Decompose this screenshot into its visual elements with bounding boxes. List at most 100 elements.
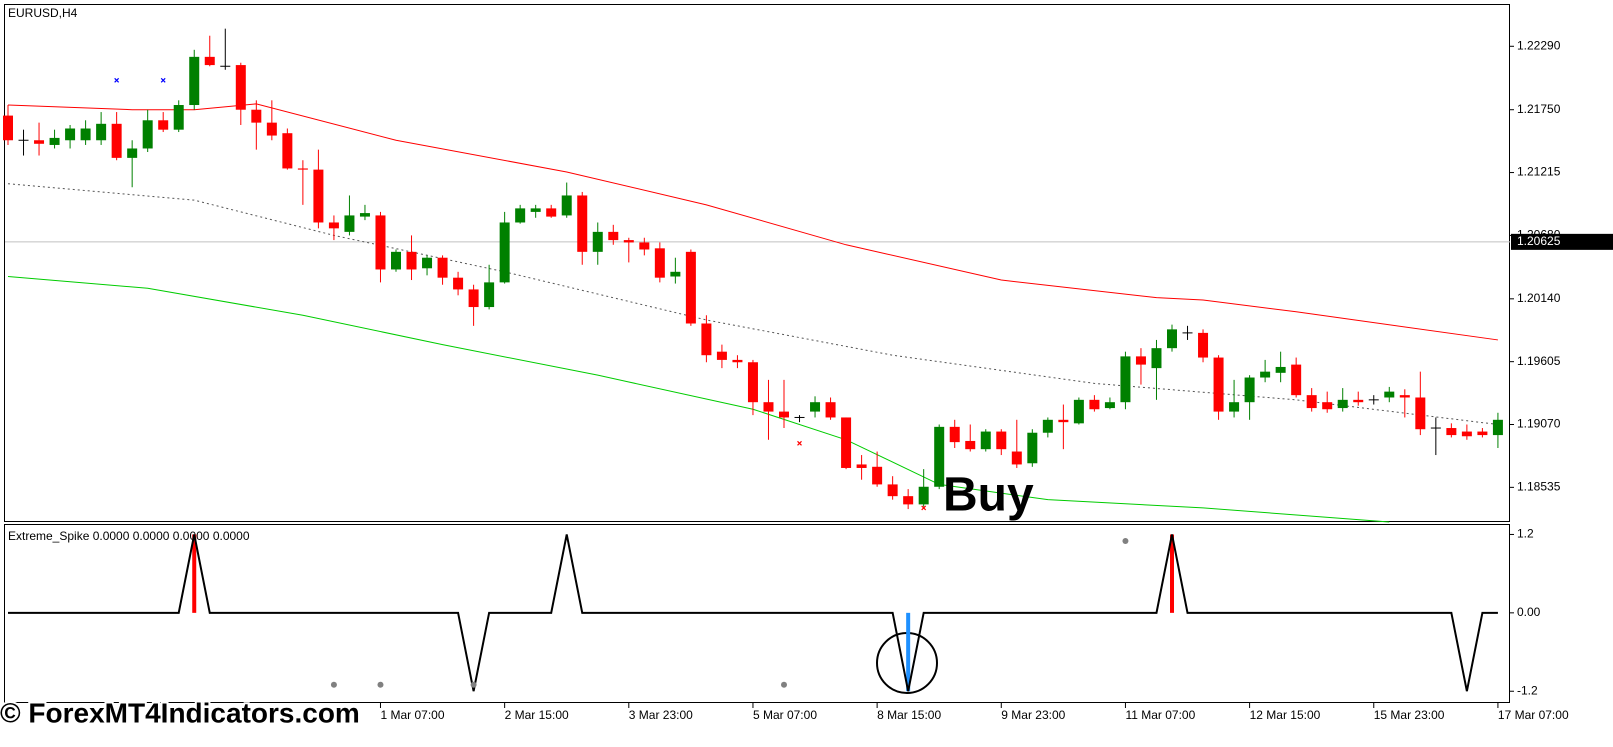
candle-body [872, 466, 883, 485]
candle-body [1011, 451, 1022, 465]
x-tick-label: 2 Mar 15:00 [505, 708, 569, 722]
candle-body [670, 271, 681, 277]
x-tick-label: 5 Mar 07:00 [753, 708, 817, 722]
y-tick-label: 1.21215 [1517, 165, 1561, 179]
signal-dot [377, 681, 384, 688]
candle-body [1073, 399, 1084, 424]
candle-body [515, 208, 526, 223]
candle-body [763, 402, 774, 412]
candle-body [65, 128, 76, 141]
signal-marker [114, 77, 120, 83]
candle-body [623, 240, 634, 243]
histogram-bar [1170, 534, 1174, 613]
candle-body [934, 426, 945, 487]
candle-body [1337, 399, 1348, 409]
candle-body [1089, 399, 1100, 410]
signal-marker [921, 505, 927, 511]
candle-body [391, 251, 401, 270]
candle-body [297, 168, 308, 170]
candle-body [484, 282, 495, 308]
spike-line [8, 534, 1498, 692]
candle-body [1229, 402, 1240, 412]
x-tick-label: 9 Mar 23:00 [1001, 708, 1065, 722]
candle-body [1353, 399, 1364, 403]
x-tick-label: 8 Mar 15:00 [877, 708, 941, 722]
candle-body [949, 426, 960, 443]
candle-body [49, 137, 60, 145]
candle-body [608, 231, 619, 241]
watermark: © ForexMT4Indicators.com [0, 697, 360, 728]
candle-body [437, 257, 448, 278]
candle-body [747, 362, 758, 403]
candle-body [1135, 356, 1146, 365]
candle-body [965, 440, 976, 450]
candle-body [1260, 371, 1271, 378]
candle-body [499, 222, 510, 283]
signal-dot [1122, 537, 1129, 544]
buy-annotation: Buy [943, 469, 1034, 522]
candle-body [1384, 391, 1395, 398]
y-tick-label: 1.2 [1517, 527, 1534, 541]
candle-body [158, 120, 169, 130]
candle-body [716, 351, 727, 360]
candle-body [996, 431, 1007, 450]
y-tick-label: 1.19605 [1517, 354, 1561, 368]
y-tick-label: 1.22290 [1517, 38, 1561, 52]
x-tick-label: 12 Mar 15:00 [1250, 708, 1321, 722]
candle-body [1446, 428, 1457, 436]
candle-body [251, 109, 262, 123]
candle-body [654, 248, 665, 278]
x-tick-label: 1 Mar 07:00 [380, 708, 444, 722]
signal-marker [797, 440, 802, 446]
candle-body [856, 464, 867, 468]
candle-body [810, 402, 821, 412]
candle-body [173, 105, 184, 130]
x-tick-label: 3 Mar 23:00 [629, 708, 693, 722]
candle-body [1120, 356, 1131, 403]
plot-layer: 1.222901.217501.212151.206801.201401.196… [3, 28, 1613, 722]
candle-body [1415, 397, 1426, 430]
candle-body [359, 213, 370, 217]
candle-body [918, 486, 929, 505]
candle-body [468, 289, 479, 308]
candle-body [1058, 419, 1069, 423]
candle-body [34, 140, 45, 144]
candle-body [1167, 329, 1177, 349]
candle-body [453, 277, 464, 290]
signal-dot [330, 681, 337, 688]
main-panel [4, 4, 1510, 522]
candle-body [96, 123, 107, 141]
candle-body [375, 215, 386, 270]
y-tick-label: 1.18535 [1517, 480, 1561, 494]
x-tick-label: 11 Mar 07:00 [1125, 708, 1195, 722]
x-tick-label: 15 Mar 23:00 [1374, 708, 1445, 722]
y-tick-label: 1.20140 [1517, 291, 1561, 305]
candle-body [903, 496, 914, 505]
x-tick-label: 17 Mar 07:00 [1498, 708, 1569, 722]
candle-body [266, 122, 277, 136]
chart-title: EURUSD,H4 [8, 6, 78, 20]
candle-body [1306, 395, 1317, 409]
candle-body [1399, 395, 1410, 398]
indicator-line [7, 183, 1498, 426]
current-price-label: 1.20625 [1517, 234, 1561, 248]
candle-body [980, 431, 991, 450]
candle-body [80, 128, 91, 141]
candle-body [282, 133, 293, 169]
candle-body [142, 120, 153, 149]
candle-body [825, 402, 836, 418]
candle-body [1151, 348, 1162, 369]
histogram-bar [192, 534, 197, 613]
histogram-bar [906, 612, 911, 692]
y-tick-label: 1.21750 [1517, 102, 1561, 116]
candle-body [3, 115, 13, 141]
candle-body [887, 484, 898, 497]
candle-body [732, 359, 743, 363]
candle-body [1198, 332, 1209, 358]
candle-body [1291, 364, 1302, 396]
y-tick-label: 0.00 [1517, 605, 1541, 619]
candle-body [313, 169, 324, 223]
candle-body [841, 417, 852, 468]
candle-body [530, 208, 541, 212]
